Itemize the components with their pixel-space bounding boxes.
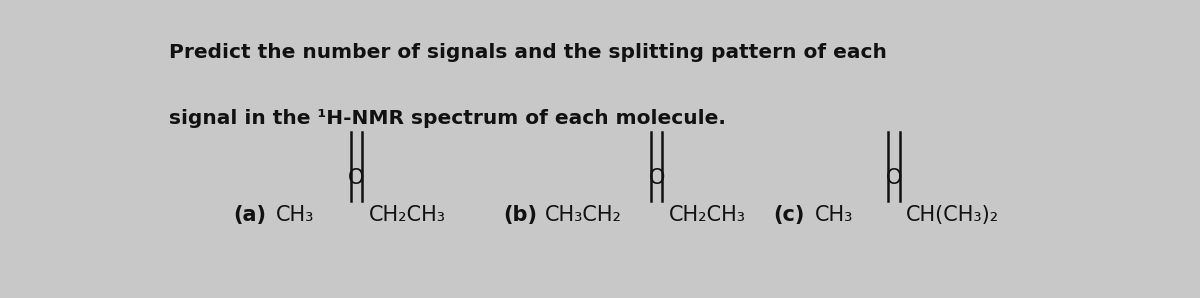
Text: CH₂CH₃: CH₂CH₃ [668, 205, 746, 225]
Text: CH₃CH₂: CH₃CH₂ [545, 205, 623, 225]
Text: CH₃: CH₃ [276, 205, 314, 225]
Text: CH₃: CH₃ [815, 205, 853, 225]
Text: Predict the number of signals and the splitting pattern of each: Predict the number of signals and the sp… [168, 43, 887, 62]
Text: signal in the ¹H-NMR spectrum of each molecule.: signal in the ¹H-NMR spectrum of each mo… [168, 109, 726, 128]
Text: O: O [348, 168, 365, 188]
Text: (a): (a) [234, 205, 266, 225]
Text: O: O [886, 168, 902, 188]
Text: CH₂CH₃: CH₂CH₃ [368, 205, 445, 225]
Text: O: O [649, 168, 665, 188]
Text: (c): (c) [773, 205, 804, 225]
Text: CH(CH₃)₂: CH(CH₃)₂ [906, 205, 1000, 225]
Text: (b): (b) [504, 205, 538, 225]
